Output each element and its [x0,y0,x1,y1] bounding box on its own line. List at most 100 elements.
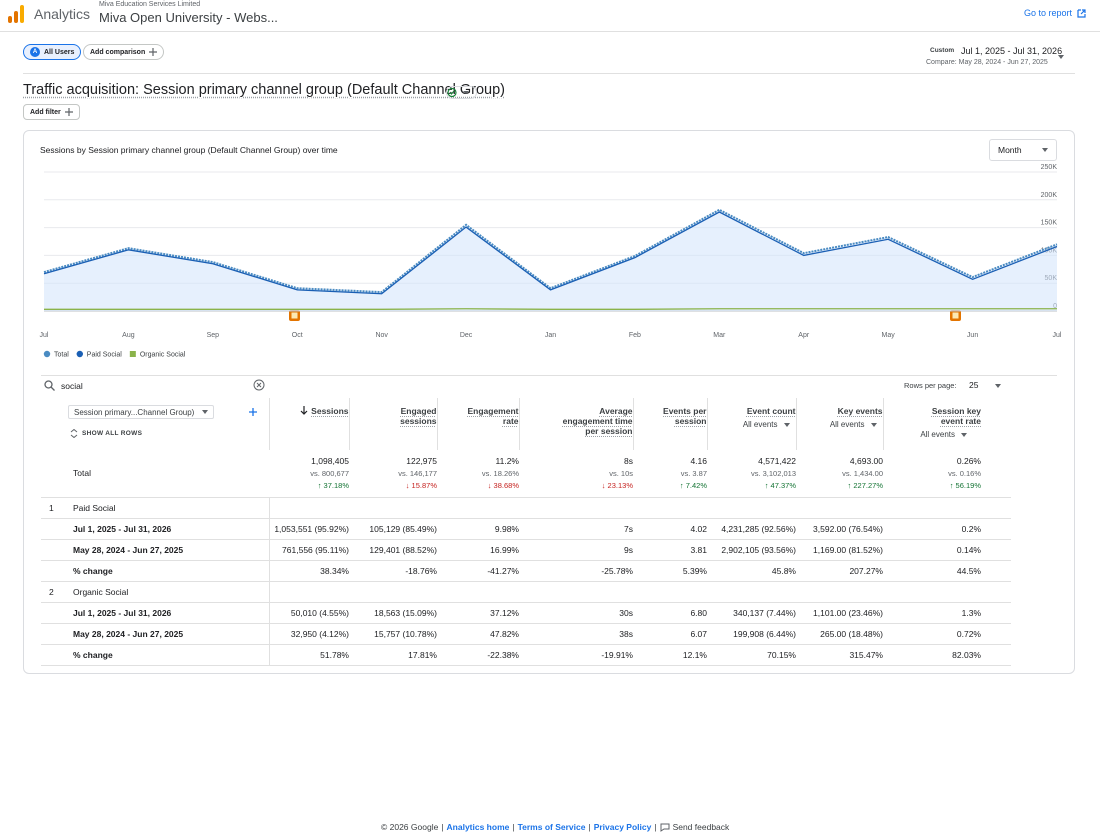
column-label[interactable]: Event count [746,406,796,416]
column-label[interactable]: Key events [837,406,883,416]
footer-link[interactable]: Privacy Policy [593,822,652,832]
legend-label: Organic Social [140,352,186,359]
dimension-label[interactable]: Session primary...Channel Group) [74,407,195,417]
segment-chip[interactable]: A All Users [23,44,82,60]
spacer [981,398,1011,450]
column-label-wrap: Sessions [270,406,349,416]
total-value: 4,571,422 [758,456,796,467]
series-line [43,211,1058,295]
show-all-rows[interactable]: SHOW ALL ROWS [70,428,269,439]
data-row: % change 38.34% -18.76% -41.27% -25.78% 5.39%… [41,560,1011,582]
total-label: Total [41,450,269,498]
total-value: 122,975 [406,456,437,467]
row-cell: 105,129 (85.49%) [349,518,437,540]
column-label[interactable]: Events per session [663,406,707,426]
report-card [23,130,1075,674]
spacer [981,518,1011,540]
column-filter-label[interactable]: All events [829,420,865,429]
group-name[interactable]: Paid Social [73,502,116,513]
send-feedback[interactable]: Send feedback [672,822,730,832]
area [44,209,1057,311]
search-input[interactable]: social [61,381,83,391]
row-cell: 51.78% [268,644,349,666]
group-index: 2 [49,586,54,597]
column-filter[interactable]: All events [708,420,790,429]
column-label-wrap: Engagement rate [438,406,519,426]
add-comparison[interactable]: Add comparison [83,44,165,60]
row-cell: 265.00 (18.48%) [796,623,883,645]
add-filter-label[interactable]: Add filter [30,108,61,116]
total-compare: vs. 10s [609,469,633,479]
annotation-icon[interactable] [289,310,300,321]
search-icon [44,380,55,391]
column-filter[interactable]: All events [797,420,877,429]
data-row: % change 51.78% 17.81% -22.38% -19.91% 12.1% 7… [41,644,1011,666]
spacer [981,623,1011,645]
column-label[interactable]: Average engagement time per session [562,406,633,436]
column-label[interactable]: Engagement rate [467,406,519,426]
clear-search[interactable] [253,379,265,391]
footer-link[interactable]: Analytics home [446,822,510,832]
row-cell: 32,950 (4.12%) [268,623,349,645]
row-cell: 50,010 (4.55%) [268,602,349,624]
add-comparison-label[interactable]: Add comparison [90,48,146,56]
row-cell: 199,908 (6.44%) [707,623,796,645]
total-cell: 4.16 vs. 3.87 ↑ 7.42% [633,450,707,498]
title-status[interactable] [446,86,478,99]
column-label[interactable]: Engaged sessions [400,406,437,426]
annotation-icon[interactable] [950,310,961,321]
granularity-label[interactable]: Month [998,145,1022,155]
rows-caret[interactable] [995,384,1001,388]
top-bar [0,0,1100,32]
property-name[interactable]: Miva Open University - Webs... [99,10,278,25]
row-label: May 28, 2024 - Jun 27, 2025 [41,539,269,561]
go-to-report-label[interactable]: Go to report [1024,8,1073,18]
sort-icon[interactable] [300,406,308,415]
total-value: 4.16 [690,456,707,467]
data-row: Jul 1, 2025 - Jul 31, 2026 50,010 (4.55%)… [41,602,1011,624]
column-label[interactable]: Session key event rate [931,406,981,426]
footer: © 2026 Google | Analytics home | Terms of… [381,822,730,832]
date-range[interactable]: Jul 1, 2025 - Jul 31, 2026 [961,46,1063,56]
date-caret[interactable] [1058,55,1064,59]
column-filter[interactable]: All events [884,430,967,439]
total-cell: 4,571,422 vs. 3,102,013 ↑ 47.37% [707,450,796,498]
total-change: ↑ 227.27% [847,481,883,491]
caret [1042,148,1048,152]
total-cell: 8s vs. 10s ↓ 23.13% [519,450,633,498]
x-tick-label: Dec [460,332,473,339]
dimension-select[interactable]: Session primary...Channel Group) [68,405,214,419]
total-change: ↓ 15.87% [405,481,437,491]
rows-per-page[interactable]: 25 [969,380,979,390]
segment-badge: A [30,47,40,57]
row-cell: 45.8% [707,560,796,582]
divider [23,73,1075,74]
row-cell: -25.78% [519,560,633,582]
granularity-select[interactable]: Month [989,139,1057,161]
add-dimension[interactable] [249,408,257,417]
row-cell: 12.1% [633,644,707,666]
group-name[interactable]: Organic Social [73,586,129,597]
row-cell: 15,757 (10.78%) [349,623,437,645]
segment-label[interactable]: All Users [44,48,75,56]
y-tick-label: 150K [1041,220,1058,227]
show-all-rows-label[interactable]: SHOW ALL ROWS [82,430,143,438]
footer-link[interactable]: Terms of Service [517,822,586,832]
column-header: Sessions [268,398,349,450]
legend-label: Total [54,352,69,359]
row-cell: 9s [519,539,633,561]
total-cell: 1,098,405 vs. 800,677 ↑ 37.18% [269,450,349,498]
x-tick-label: Nov [375,332,388,339]
add-filter[interactable]: Add filter [23,104,80,120]
column-header: Key events All events [795,398,883,450]
column-filter-label[interactable]: All events [920,430,955,439]
go-to-report[interactable]: Go to report [1024,8,1086,18]
row-cell: -18.76% [349,560,437,582]
dimension-header: Session primary...Channel Group) SHOW ALL… [41,398,269,450]
row-cell: 4.02 [633,518,707,540]
column-filter-label[interactable]: All events [742,420,778,429]
data-table: Session primary...Channel Group) SHOW ALL… [41,398,1011,666]
group-fill [268,581,981,603]
chart: 050K100K150K200K250KJulAugSepOctNovDecJa… [40,164,1062,359]
column-label[interactable]: Sessions [311,406,349,416]
